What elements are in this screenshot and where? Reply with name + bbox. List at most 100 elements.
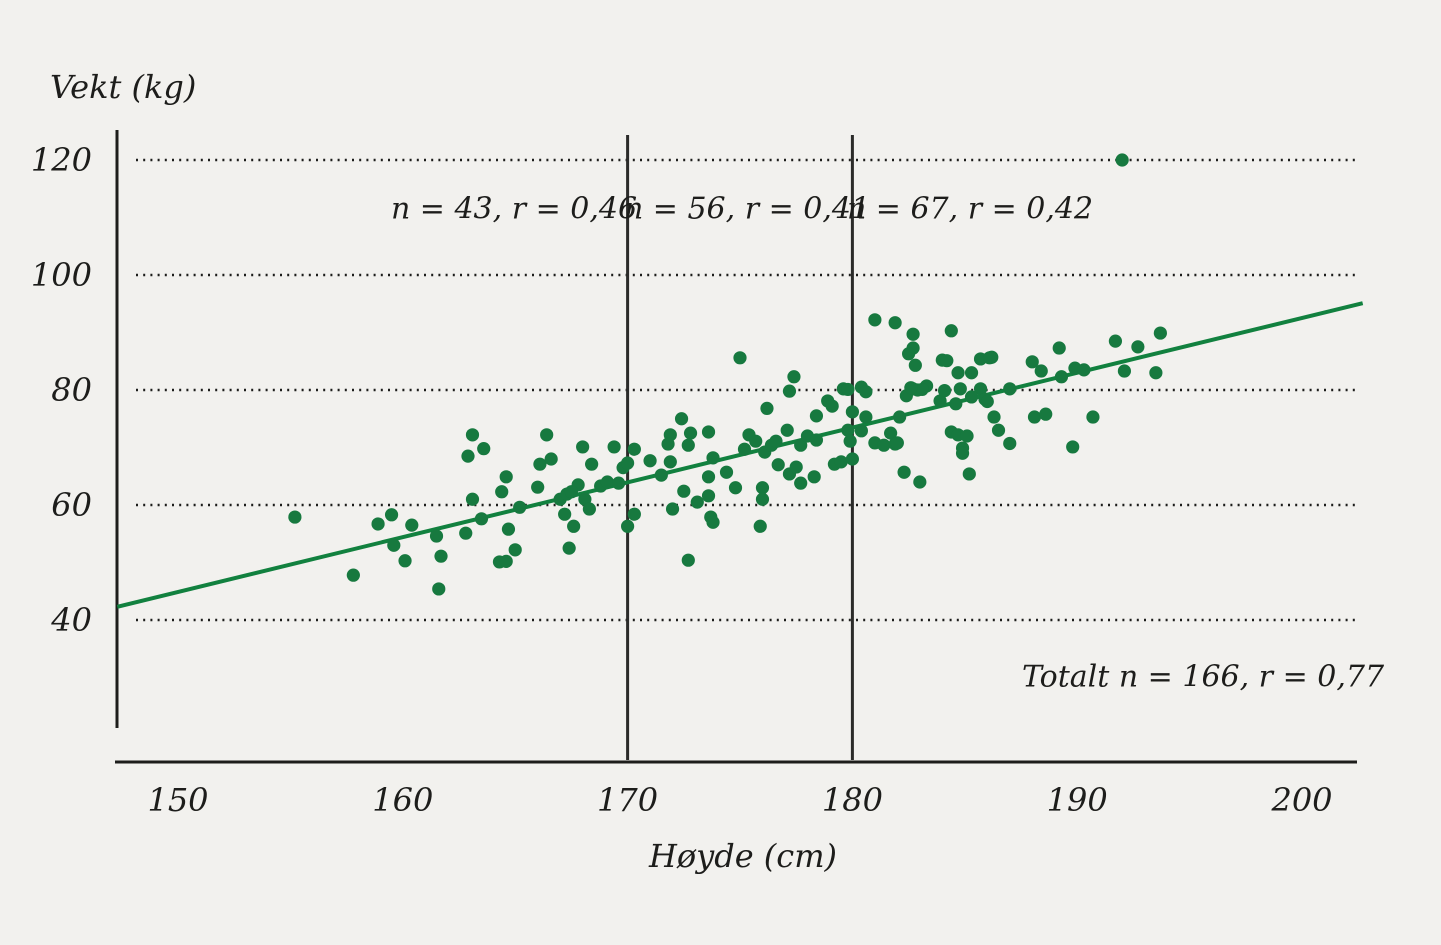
data-point <box>913 475 927 489</box>
data-point <box>627 442 641 456</box>
data-point <box>681 553 695 567</box>
data-point <box>893 410 907 424</box>
segment-annotation-middle: n = 56, r = 0,41 <box>623 191 871 227</box>
data-point <box>690 495 704 509</box>
data-point <box>737 442 752 456</box>
data-point <box>753 519 767 533</box>
data-point <box>787 370 801 384</box>
data-point <box>771 458 785 472</box>
data-point <box>683 426 698 440</box>
data-point <box>843 434 857 448</box>
data-point <box>982 351 997 365</box>
segment-annotation-left: n = 43, r = 0,46 <box>390 191 638 227</box>
data-point <box>890 436 904 450</box>
data-point <box>760 401 774 415</box>
data-point <box>499 470 513 484</box>
data-point <box>884 426 898 440</box>
data-point <box>701 489 716 503</box>
data-point <box>859 385 873 399</box>
data-point <box>701 470 716 484</box>
data-point <box>474 512 489 526</box>
data-point <box>663 455 677 469</box>
data-point <box>794 476 808 490</box>
data-point <box>719 465 734 479</box>
data-point <box>621 519 635 533</box>
data-point <box>576 440 590 454</box>
data-point <box>434 549 448 563</box>
data-point <box>944 324 958 338</box>
data-point <box>825 399 839 413</box>
data-point <box>465 492 480 506</box>
data-point <box>661 437 675 451</box>
data-point <box>461 449 475 463</box>
data-point <box>1034 364 1048 378</box>
data-point <box>701 425 716 439</box>
data-point <box>585 457 599 471</box>
data-point <box>973 382 988 396</box>
data-point <box>495 485 509 499</box>
data-point <box>288 510 302 524</box>
data-point <box>513 500 527 514</box>
data-point <box>769 434 783 448</box>
data-point <box>567 519 581 533</box>
x-tick-label-190: 190 <box>1046 781 1108 819</box>
x-tick-label-160: 160 <box>372 781 434 819</box>
data-point <box>964 366 979 380</box>
data-point <box>960 429 974 443</box>
data-point <box>807 470 821 484</box>
data-point <box>1131 340 1145 354</box>
data-point <box>681 438 695 452</box>
data-point <box>627 507 641 521</box>
data-point <box>962 467 976 481</box>
data-point <box>733 351 747 365</box>
data-point <box>706 451 720 465</box>
data-point <box>405 518 419 532</box>
y-tick-label-40: 40 <box>51 601 92 639</box>
data-point <box>937 383 952 398</box>
y-tick-label-60: 60 <box>51 486 92 524</box>
data-point <box>964 390 979 404</box>
data-point <box>845 405 860 419</box>
data-point <box>544 452 558 466</box>
data-point <box>834 455 848 469</box>
data-point <box>607 440 621 454</box>
data-point <box>1117 364 1132 378</box>
data-point <box>1054 370 1069 384</box>
data-point <box>1108 334 1123 348</box>
data-point <box>933 394 947 408</box>
data-point <box>1086 410 1100 424</box>
data-point <box>654 468 668 482</box>
data-point <box>897 465 911 479</box>
x-tick-label-180: 180 <box>821 781 883 819</box>
data-point <box>908 358 922 372</box>
data-point <box>991 423 1006 437</box>
data-point <box>371 517 385 531</box>
total-annotation: Totalt n = 166, r = 0,77 <box>1021 659 1385 695</box>
y-tick-label-100: 100 <box>30 256 92 294</box>
data-point <box>1066 440 1080 454</box>
data-point <box>782 384 797 398</box>
data-point <box>841 382 855 397</box>
data-point <box>877 438 891 452</box>
y-axis-title: Vekt (kg) <box>50 68 197 106</box>
data-point <box>951 366 965 380</box>
data-point <box>728 481 743 495</box>
data-point <box>1153 326 1167 340</box>
data-point <box>1027 410 1042 424</box>
data-point <box>949 397 963 411</box>
trend-line <box>116 301 1364 609</box>
data-point <box>643 454 657 468</box>
data-point <box>465 428 480 442</box>
data-point <box>789 460 803 474</box>
x-tick-label-150: 150 <box>147 781 209 819</box>
data-point <box>1039 407 1053 421</box>
data-point <box>1077 363 1091 377</box>
data-point <box>902 347 916 361</box>
data-point <box>888 316 902 330</box>
data-point <box>432 582 446 596</box>
x-tick-label-170: 170 <box>597 781 659 819</box>
data-point <box>612 476 626 490</box>
data-point <box>955 446 970 460</box>
